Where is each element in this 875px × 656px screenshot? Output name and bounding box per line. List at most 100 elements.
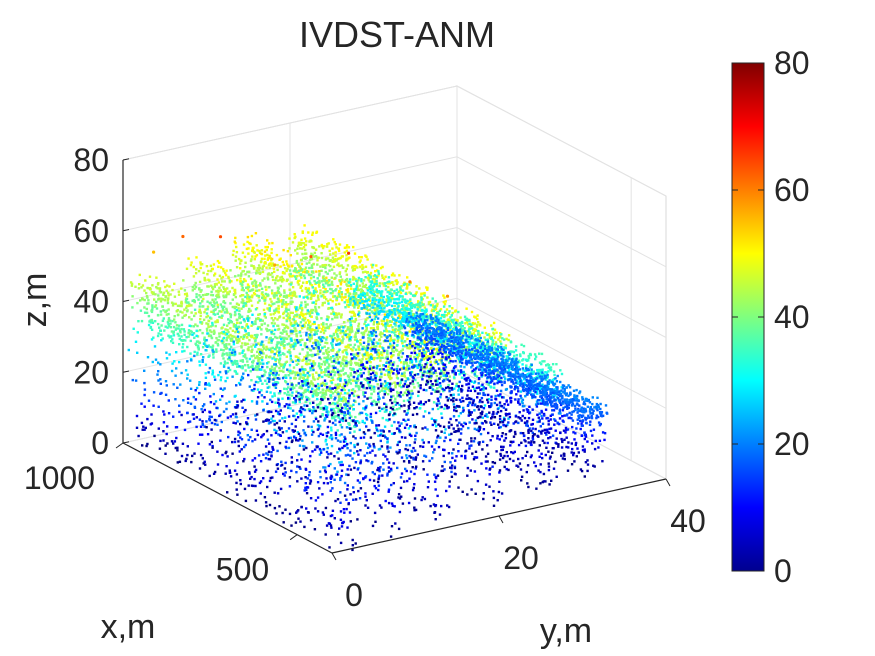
point [371, 492, 374, 495]
point [204, 372, 207, 375]
point [294, 314, 297, 317]
point [326, 341, 329, 345]
point [247, 438, 250, 442]
point [180, 327, 183, 331]
point [297, 373, 300, 377]
point [129, 281, 133, 284]
point [304, 476, 307, 479]
point [466, 466, 470, 470]
point [386, 393, 390, 396]
point [401, 342, 404, 345]
point [231, 440, 234, 444]
point [322, 321, 325, 325]
point [180, 304, 183, 308]
point [303, 276, 307, 280]
point [164, 325, 167, 328]
point [287, 374, 290, 377]
point [206, 308, 209, 311]
point [180, 287, 183, 290]
point [353, 303, 357, 307]
point [360, 360, 363, 363]
point [365, 328, 368, 331]
point [369, 364, 372, 368]
point [309, 328, 312, 331]
point [236, 302, 239, 306]
point [278, 366, 281, 370]
point [208, 384, 211, 387]
point [410, 375, 413, 378]
point [206, 433, 210, 436]
point [282, 521, 285, 524]
point [193, 452, 196, 455]
point [361, 345, 364, 349]
point [276, 289, 280, 292]
point [338, 461, 341, 464]
point [450, 467, 453, 470]
point [146, 286, 149, 290]
point [152, 391, 156, 394]
point [187, 257, 190, 260]
point [330, 282, 333, 285]
point [362, 371, 365, 375]
point [326, 359, 329, 362]
point [178, 404, 181, 407]
point [294, 373, 297, 377]
point [356, 443, 359, 446]
point [421, 445, 425, 448]
point [392, 353, 395, 357]
point [357, 327, 360, 331]
point [271, 278, 275, 282]
point [183, 349, 186, 353]
point [141, 284, 145, 287]
point [168, 285, 171, 288]
point [178, 360, 181, 364]
point [389, 411, 392, 414]
point [400, 472, 404, 475]
point [347, 473, 350, 477]
point [350, 362, 353, 365]
point [366, 305, 369, 308]
point [373, 317, 377, 321]
point [234, 394, 237, 398]
point [427, 338, 430, 341]
point [217, 295, 221, 299]
point [307, 362, 311, 365]
point [433, 419, 436, 422]
point [303, 344, 306, 347]
point [273, 369, 276, 372]
point [209, 401, 213, 404]
point [347, 346, 350, 349]
point [372, 358, 376, 361]
point [432, 384, 435, 387]
point [339, 491, 342, 494]
point [211, 323, 214, 326]
point [334, 396, 337, 400]
point [303, 374, 307, 377]
point [193, 405, 196, 409]
point [325, 432, 328, 435]
point [373, 297, 376, 300]
point [357, 388, 361, 391]
point [246, 288, 250, 291]
point [314, 353, 317, 356]
point [285, 430, 288, 433]
point [173, 318, 176, 321]
point [269, 421, 272, 424]
point [327, 316, 330, 319]
point [334, 423, 337, 426]
point [333, 373, 336, 377]
point [375, 374, 378, 378]
point [406, 368, 409, 372]
point [411, 340, 414, 344]
point [325, 410, 328, 414]
point [235, 473, 239, 476]
point [386, 373, 390, 377]
point [309, 369, 312, 372]
point [163, 413, 166, 416]
point [258, 326, 261, 329]
point [272, 319, 275, 322]
point [196, 340, 200, 343]
point [348, 335, 351, 339]
point [457, 393, 460, 396]
point [443, 431, 446, 434]
